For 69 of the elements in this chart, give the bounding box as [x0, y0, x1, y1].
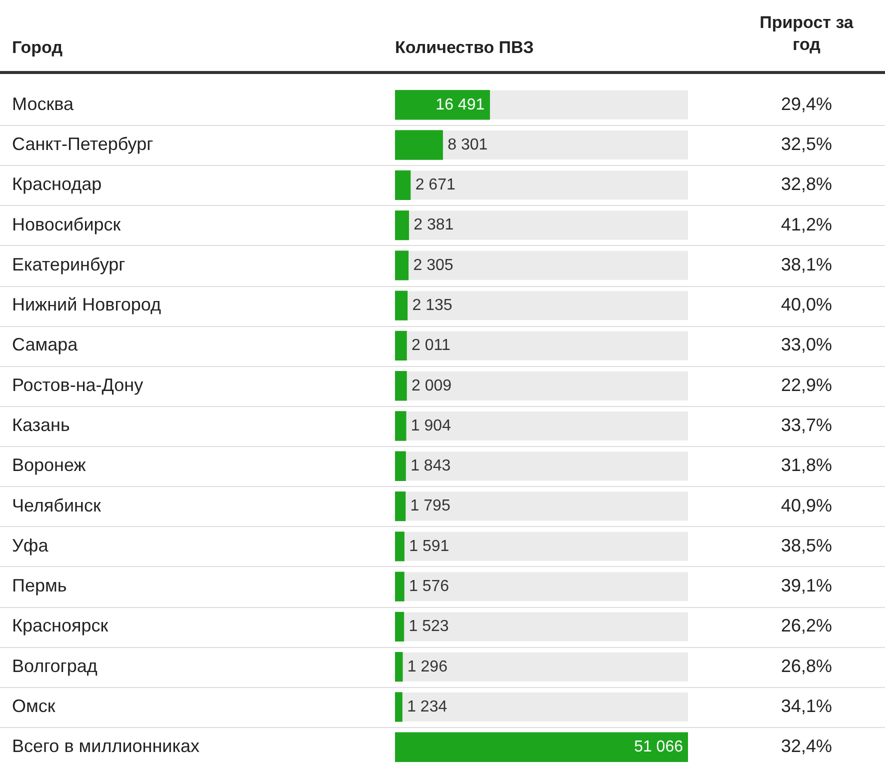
data-label: 1 591 — [409, 538, 450, 555]
y-tick-label: Омск — [12, 696, 56, 716]
bar — [395, 451, 406, 481]
x-axis-title: Количество ПВЗ — [395, 38, 534, 58]
bar — [395, 652, 403, 682]
data-label: 1 843 — [410, 458, 451, 475]
data-label: 1 234 — [407, 698, 448, 716]
text: 26,2% — [780, 616, 832, 636]
y-tick-label: Всего в миллионниках — [12, 736, 200, 756]
data-label: 1 523 — [408, 618, 449, 636]
text: 33,0% — [780, 334, 832, 355]
y-tick-label: Красноярск — [12, 616, 108, 636]
data-label: 2 011 — [412, 337, 450, 354]
data-label: 2 305 — [413, 256, 454, 274]
data-label: 2 671 — [415, 176, 456, 194]
data-label: 16 491 — [436, 96, 485, 114]
data-label: 8 301 — [448, 136, 488, 154]
bar — [395, 170, 411, 200]
text: 41,2% — [780, 214, 832, 234]
text: 32,4% — [780, 736, 832, 756]
y-tick-label: Казань — [12, 414, 70, 435]
text: 40,9% — [780, 495, 832, 516]
text: 38,5% — [780, 535, 832, 556]
text: 40,0% — [780, 294, 832, 315]
text: 39,1% — [780, 576, 832, 596]
text: 29,4% — [780, 94, 832, 114]
y-tick-label: Санкт-Петербург — [12, 134, 154, 154]
y-axis-title: Город — [12, 38, 63, 58]
y-tick-label: Воронеж — [12, 455, 86, 476]
y-tick-label: Челябинск — [12, 495, 101, 516]
data-label: 2 135 — [412, 296, 452, 314]
bar — [395, 290, 408, 320]
y-tick-label: Пермь — [12, 576, 67, 596]
bar — [395, 572, 404, 602]
data-label: 1 576 — [409, 578, 450, 595]
bar — [395, 250, 409, 280]
bar — [395, 491, 406, 522]
text: 32,8% — [780, 174, 832, 194]
text: 22,9% — [780, 374, 832, 395]
y-tick-label: Нижний Новгород — [12, 294, 162, 315]
data-label: 1 904 — [410, 417, 452, 434]
bar — [395, 411, 406, 441]
text: 32,5% — [780, 134, 832, 154]
text: 38,1% — [780, 254, 832, 274]
text: 26,8% — [780, 656, 832, 676]
bar — [395, 210, 409, 240]
y-tick-label: Краснодар — [12, 174, 102, 194]
y-tick-label: Москва — [12, 94, 74, 114]
bar — [395, 330, 407, 361]
data-label: 2 381 — [414, 216, 454, 234]
text: 33,7% — [780, 414, 832, 435]
data-label: 51 066 — [634, 738, 684, 756]
bar — [395, 130, 443, 160]
data-label: 2 009 — [412, 377, 452, 394]
data-label: 1 296 — [407, 658, 448, 676]
text: Прирост за год — [758, 12, 854, 56]
y-tick-label: Волгоград — [12, 656, 98, 676]
data-label: 1 795 — [410, 498, 450, 515]
bar — [395, 371, 407, 401]
text: 34,1% — [780, 696, 832, 716]
y-tick-label: Самара — [12, 334, 79, 355]
y-tick-label: Ростов-на-Дону — [12, 374, 144, 395]
bar — [395, 532, 404, 562]
text: 31,8% — [780, 455, 832, 476]
y-tick-label: Новосибирск — [12, 214, 121, 234]
bar — [395, 692, 402, 722]
y-tick-label: Уфа — [12, 535, 50, 556]
y-tick-label: Екатеринбург — [12, 254, 126, 274]
bar — [395, 612, 404, 642]
